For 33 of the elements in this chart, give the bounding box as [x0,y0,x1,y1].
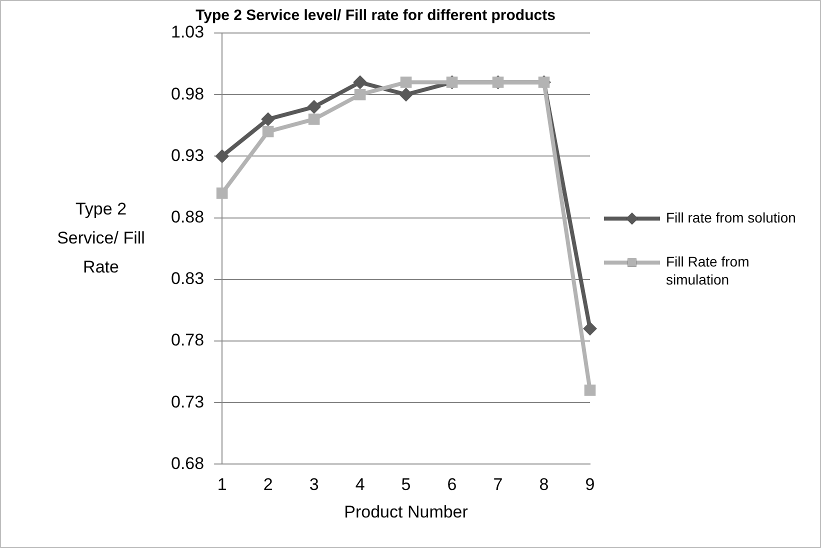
point [400,76,412,88]
point [354,88,366,100]
x-tick-label: 1 [217,475,227,494]
x-axis-title: Product Number [344,502,468,522]
x-tick-label: 3 [309,475,319,494]
x-tick-label: 2 [263,475,273,494]
y-tick-label: 0.73 [170,392,204,412]
point [216,188,228,199]
y-tick-label: 0.98 [170,84,204,104]
y-tick-label: 0.93 [170,146,204,165]
point [584,384,596,396]
point [583,322,597,336]
y-tick-label: 1.03 [170,22,204,42]
point [261,112,276,126]
y-tick-label: 0.88 [170,207,204,226]
y-tick-label: 0.83 [170,269,204,288]
legend-label: Fill rate from solution [666,209,796,226]
point [262,126,274,138]
x-tick-label: 6 [447,475,457,494]
chart-title: Type 2 Service level/ Fill rate for different products [196,7,556,24]
legend-label: Fill Rate from simulation [666,253,750,288]
x-tick-label: 8 [539,475,549,494]
x-tick-label: 5 [401,475,411,494]
x-tick-label: 7 [493,475,503,494]
x-tick-label: 9 [585,475,595,494]
x-tick-label: 4 [355,475,365,494]
point [308,114,320,125]
y-axis-title: Type 2 Service/ Fill Rate [57,199,145,276]
point [307,100,322,114]
y-tick-label: 0.68 [170,454,204,473]
point [353,75,368,90]
y-tick-label: 0.78 [170,330,204,350]
point [399,88,414,102]
